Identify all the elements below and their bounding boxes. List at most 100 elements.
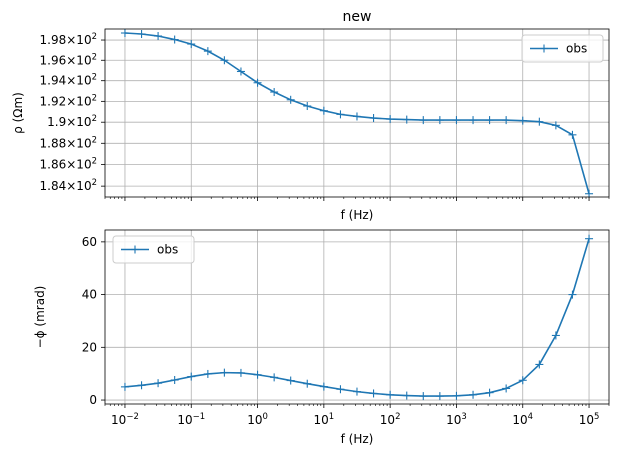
phase-data-point [154, 379, 163, 388]
phase-data-point [535, 360, 544, 369]
phase-x-tick-label: 105 [579, 412, 600, 427]
resistivity-legend: obs [521, 34, 604, 63]
phase-data-point [419, 392, 428, 401]
resistivity-data-point [352, 112, 361, 121]
resistivity-data-point [303, 102, 312, 111]
resistivity-data-point [369, 114, 378, 123]
resistivity-y-tick-label: 1.9×102 [47, 114, 97, 129]
resistivity-data-point [203, 47, 212, 56]
phase-data-point [386, 390, 395, 399]
resistivity-legend-swatch [530, 44, 558, 53]
resistivity-axes: 1.84×102 1.86×102 1.88×102 1.9×102 1.92×102 1… [40, 28, 610, 201]
resistivity-y-tick-label: 1.92×102 [40, 93, 97, 108]
phase-data-point [402, 391, 411, 400]
phase-panel: 10−2 10−1 100 101 102 103 104 105 0 20 40 60 f (Hz)… [33, 229, 610, 446]
phase-data-point [369, 389, 378, 398]
resistivity-data-point [402, 115, 411, 124]
phase-data-point [170, 376, 179, 385]
phase-data-point [568, 290, 577, 299]
resistivity-legend-box [521, 34, 604, 63]
phase-legend-swatch [121, 245, 149, 254]
phase-axes: 10−2 10−1 100 101 102 103 104 105 0 20 40 60 [82, 229, 610, 427]
chart-title: new [343, 9, 372, 25]
resistivity-y-axis-label: ρ (Ωm) [11, 92, 25, 134]
phase-x-tick-label: 10−2 [111, 412, 139, 427]
phase-x-tick-label: 101 [313, 412, 334, 427]
resistivity-y-tick-label: 1.84×102 [40, 178, 97, 193]
resistivity-y-tick-label: 1.86×102 [40, 157, 97, 172]
phase-data-point [485, 388, 494, 397]
phase-data-point [220, 368, 229, 377]
resistivity-data-point [485, 116, 494, 125]
resistivity-data-point [154, 32, 163, 41]
phase-data-point [469, 390, 478, 399]
resistivity-legend-label: obs [566, 42, 587, 56]
phase-legend-box [112, 235, 195, 264]
phase-series [120, 234, 594, 401]
resistivity-y-tick-label: 1.94×102 [40, 73, 97, 88]
resistivity-data-point [220, 56, 229, 65]
resistivity-y-tick-label: 1.88×102 [40, 135, 97, 150]
resistivity-data-point [253, 78, 262, 87]
resistivity-data-point [187, 40, 196, 49]
phase-data-point [352, 387, 361, 396]
phase-x-tick-label: 104 [512, 412, 533, 427]
phase-data-point [502, 384, 511, 393]
phase-data-point [270, 373, 279, 382]
resistivity-data-point [502, 116, 511, 125]
resistivity-axes-frame [104, 28, 610, 198]
phase-data-point [236, 368, 245, 377]
phase-x-tick-label: 103 [446, 412, 467, 427]
resistivity-data-point [270, 88, 279, 97]
phase-legend: obs [112, 235, 195, 264]
phase-data-point [551, 331, 560, 340]
phase-data-point [435, 392, 444, 401]
resistivity-data-point [170, 35, 179, 44]
phase-y-tick-label: 20 [82, 340, 97, 354]
phase-x-tick-label: 10−1 [177, 412, 205, 427]
resistivity-data-point [452, 116, 461, 125]
phase-data-point [452, 391, 461, 400]
phase-y-tick-label: 40 [82, 288, 97, 302]
resistivity-data-point [286, 95, 295, 104]
resistivity-data-point [518, 116, 527, 125]
resistivity-data-point [435, 116, 444, 125]
resistivity-data-point [535, 117, 544, 126]
resistivity-data-point [319, 106, 328, 115]
resistivity-data-point [585, 189, 594, 198]
phase-y-tick-label: 60 [82, 235, 97, 249]
phase-data-point [336, 385, 345, 394]
phase-data-point [137, 381, 146, 390]
phase-data-point [585, 234, 594, 243]
resistivity-panel: 1.84×102 1.86×102 1.88×102 1.9×102 1.92×102 1… [11, 9, 610, 222]
resistivity-data-point [419, 116, 428, 125]
resistivity-data-point [568, 130, 577, 139]
phase-data-point [253, 370, 262, 379]
resistivity-data-point [551, 121, 560, 130]
phase-legend-label: obs [157, 243, 178, 257]
resistivity-grid [105, 29, 609, 197]
phase-x-tick-label: 102 [380, 412, 401, 427]
phase-data-point [319, 382, 328, 391]
phase-data-point [303, 379, 312, 388]
resistivity-data-point [386, 115, 395, 124]
phase-data-point [518, 376, 527, 385]
resistivity-data-point [137, 30, 146, 39]
resistivity-data-point [336, 110, 345, 119]
phase-data-point [120, 382, 129, 391]
phase-y-axis-label: −ϕ (mrad) [33, 286, 47, 349]
resistivity-y-tick-label: 1.96×102 [40, 52, 97, 67]
phase-axes-frame [104, 229, 610, 405]
phase-y-tick-label: 0 [89, 393, 97, 407]
phase-data-point [286, 376, 295, 385]
resistivity-series [120, 29, 594, 198]
phase-x-axis-label: f (Hz) [341, 432, 374, 446]
phase-data-point [187, 372, 196, 381]
phase-x-tick-label: 100 [247, 412, 268, 427]
resistivity-data-point [120, 29, 129, 38]
resistivity-data-point [469, 116, 478, 125]
resistivity-y-tick-label: 1.98×102 [40, 32, 97, 47]
phase-data-point [203, 369, 212, 378]
resistivity-data-point [236, 67, 245, 76]
resistivity-x-axis-label: f (Hz) [341, 208, 374, 222]
